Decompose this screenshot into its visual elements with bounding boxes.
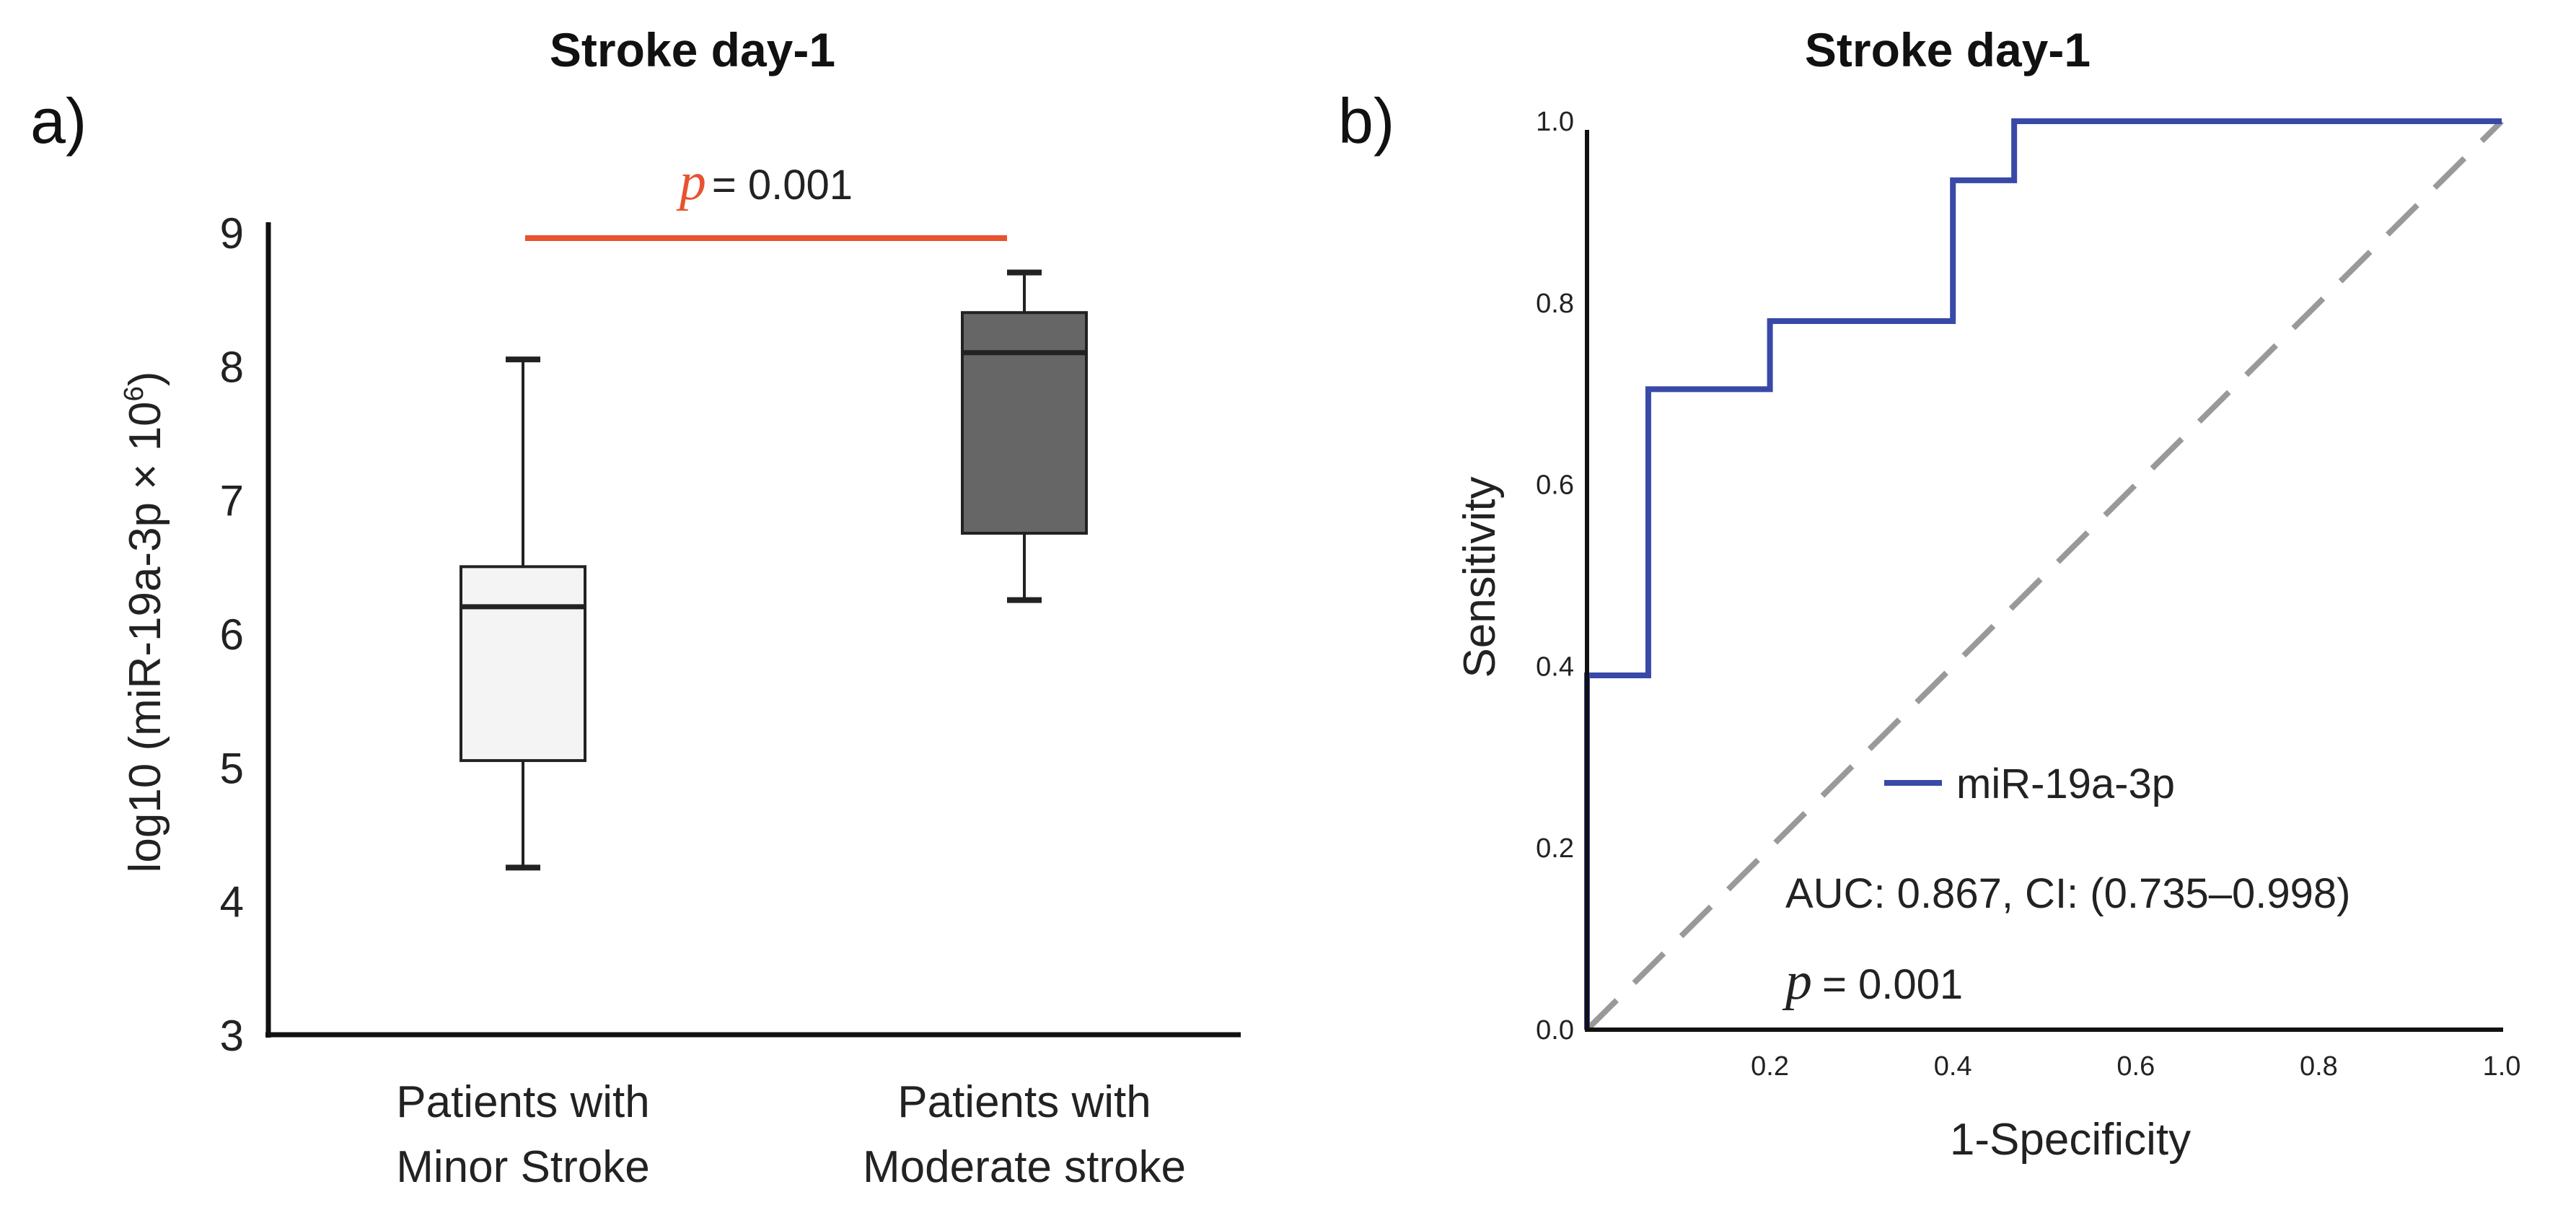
panel-b-y-tick-label: 0.4 xyxy=(1536,652,1574,682)
panel-b-title: Stroke day-1 xyxy=(1805,23,2091,76)
panel-b-x-tick-label: 1.0 xyxy=(2483,1051,2521,1082)
panel-b-y-label: Sensitivity xyxy=(1455,476,1505,678)
panel-b-x-label: 1-Specificity xyxy=(1950,1115,2191,1165)
panel-a-y-tick-label: 8 xyxy=(220,343,244,391)
category-minor-line1: Patients with xyxy=(396,1077,650,1127)
roc-curve-mir19a xyxy=(1584,118,2502,1030)
panel-b-y-ticks: 0.0 0.2 0.4 0.6 0.8 1.0 xyxy=(1536,107,1574,1046)
panel-a-y-label-close: ) xyxy=(120,372,170,387)
roc-p-annotation: p = 0.001 xyxy=(1782,952,1963,1011)
legend-label: miR-19a-3p xyxy=(1956,761,2175,807)
legend: miR-19a-3p xyxy=(1884,761,2175,807)
panel-b-x-tick-label: 0.4 xyxy=(1934,1051,1972,1082)
panel-b-x-ticks: 0.2 0.4 0.6 0.8 1.0 xyxy=(1751,1051,2520,1082)
auc-annotation: AUC: 0.867, CI: (0.735–0.998) xyxy=(1785,870,2350,917)
box-minor-iqr xyxy=(460,565,586,763)
panel-a-y-label-exp: 6 xyxy=(119,386,149,401)
box-moderate-stroke xyxy=(961,269,1088,603)
panel-a-y-label: log10 (miR-19a-3p × 106) xyxy=(119,372,170,873)
panel-a-y-tick-label: 3 xyxy=(220,1012,244,1060)
panel-a-y-label-main: log10 (miR-19a-3p × 10 xyxy=(120,401,170,872)
panel-b-label: b) xyxy=(1338,85,1394,157)
category-moderate-line2: Moderate stroke xyxy=(863,1142,1186,1192)
panel-a-y-tick-label: 4 xyxy=(220,878,244,926)
significance-p-value: = 0.001 xyxy=(712,162,853,209)
box-minor-stroke xyxy=(460,356,586,871)
panel-a-title: Stroke day-1 xyxy=(550,23,835,76)
panel-b-x-tick-label: 0.8 xyxy=(2300,1051,2338,1082)
roc-reference-line xyxy=(1585,119,2504,1032)
panel-a-y-tick-label: 5 xyxy=(220,744,244,792)
panel-a-label: a) xyxy=(30,85,87,157)
panel-b-x-tick-label: 0.6 xyxy=(2116,1051,2155,1082)
category-minor-line2: Minor Stroke xyxy=(396,1142,649,1192)
panel-b-y-tick-label: 0.0 xyxy=(1536,1015,1574,1046)
roc-p-value: = 0.001 xyxy=(1822,961,1963,1008)
panel-a-y-ticks: 3 4 5 6 7 8 9 xyxy=(220,209,244,1060)
box-moderate-iqr xyxy=(961,311,1088,535)
panel-a-y-tick-label: 9 xyxy=(220,209,244,258)
panel-b-x-tick-label: 0.2 xyxy=(1751,1051,1789,1082)
significance-label: p = 0.001 xyxy=(676,152,853,211)
significance-p-symbol: p xyxy=(676,152,706,211)
panel-b: b) Stroke day-1 0.00.20.40.60.81.0 0.2 0.… xyxy=(1338,23,2520,1165)
panel-a: a) Stroke day-1 p = 0.001 3 4 5 6 7 8 9 log10 (… xyxy=(30,23,1241,1192)
panel-b-y-tick-label: 0.8 xyxy=(1536,289,1574,319)
roc-p-symbol: p xyxy=(1782,952,1812,1011)
category-moderate-line1: Patients with xyxy=(897,1077,1151,1127)
panel-a-y-tick-label: 6 xyxy=(220,610,244,659)
panel-b-y-tick-label: 1.0 xyxy=(1536,107,1574,137)
panel-b-y-tick-label: 0.6 xyxy=(1536,470,1574,501)
panel-b-y-tick-label: 0.2 xyxy=(1536,833,1574,864)
panel-a-y-tick-label: 7 xyxy=(220,477,244,525)
